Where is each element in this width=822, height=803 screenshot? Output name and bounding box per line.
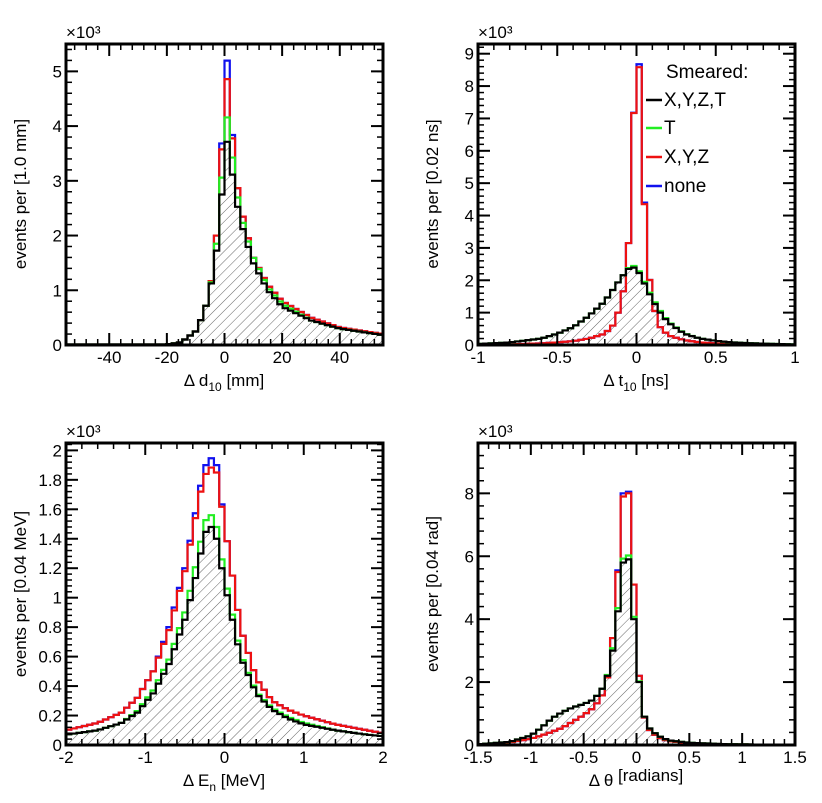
y-tick-label: 6 [465, 142, 474, 161]
y-tick-label: 3 [465, 239, 474, 258]
y-tick-label: 2 [53, 441, 62, 460]
legend-entry-none: none [646, 176, 706, 197]
x-tick-label: -1 [470, 348, 485, 367]
panel-t10: ×10³ events per [0.02 ns] Δ t10 [ns] 0 1 2… [423, 23, 800, 394]
legend-entry-xyzt: X,Y,Z,T [646, 90, 726, 111]
y-tick-label: 1 [465, 304, 474, 323]
legend-title: Smeared: [666, 62, 748, 83]
plot-area [478, 63, 795, 346]
x-axis-label: Δ t10 [ns] [603, 371, 668, 394]
plot-area [66, 457, 383, 745]
y-tick-label: 2 [465, 673, 474, 692]
x-tick-label: -0.5 [543, 348, 572, 367]
x-tick-label: -40 [97, 348, 122, 367]
x-tick-label: -2 [58, 748, 73, 767]
hatch-fill [478, 267, 795, 345]
y-tick-label: 5 [53, 62, 62, 81]
x-tick-label: 0 [632, 748, 641, 767]
y-tick-label: 8 [465, 484, 474, 503]
y-tick-label: 0 [53, 336, 62, 355]
y-tick-label: 1.4 [38, 530, 62, 549]
y-tick-label: 5 [465, 174, 474, 193]
y-multiplier: ×10³ [478, 422, 513, 441]
legend-label: none [664, 176, 706, 197]
x-tick-label: 1 [737, 748, 746, 767]
y-tick-label: 0 [465, 736, 474, 755]
y-tick-label: 1.6 [38, 500, 62, 519]
x-axis-label: Δ d10 [mm] [184, 371, 264, 394]
hatch-fill [66, 141, 383, 345]
y-tick-label: 1.2 [38, 559, 62, 578]
y-tick-label: 1 [53, 281, 62, 300]
y-multiplier: ×10³ [66, 23, 101, 42]
x-tick-label: -1 [523, 748, 538, 767]
y-tick-label: 8 [465, 77, 474, 96]
y-tick-label: 7 [465, 109, 474, 128]
y-tick-label: 1 [53, 589, 62, 608]
x-axis-label: Δ En [MeV] [183, 771, 265, 794]
y-tick-label: 2 [465, 271, 474, 290]
x-tick-label: 2 [378, 748, 387, 767]
x-axis-label: Δ θ [radians] [589, 766, 684, 790]
x-tick-label: 0.5 [678, 748, 702, 767]
x-tick-label: 0.5 [704, 348, 728, 367]
y-tick-label: 4 [53, 117, 62, 136]
y-tick-label: 3 [53, 172, 62, 191]
y-tick-label: 0 [53, 736, 62, 755]
panel-En: ×10³ events per [0.04 MeV] Δ En [MeV] 0 0… [11, 422, 388, 794]
y-axis-label: events per [0.04 rad] [423, 516, 442, 672]
x-tick-label: 0 [632, 348, 641, 367]
x-tick-label: 40 [330, 348, 349, 367]
legend-label: T [664, 118, 676, 139]
series-xyz-line [66, 466, 383, 734]
y-tick-label: 0.6 [38, 648, 62, 667]
legend-label: X,Y,Z [664, 147, 709, 168]
series-xyzt-line [478, 266, 795, 346]
y-tick-label: 2 [53, 227, 62, 246]
series-xyzt-line [66, 525, 383, 738]
x-tick-label: -1.5 [463, 748, 492, 767]
x-tick-label: 0 [220, 748, 229, 767]
y-axis-label: events per [0.04 MeV] [11, 511, 30, 677]
panel-theta: ×10³ events per [0.04 rad] Δ θ [radians]… [423, 422, 807, 790]
y-tick-label: 6 [465, 547, 474, 566]
x-tick-label: -0.5 [569, 748, 598, 767]
x-tick-label: 20 [273, 348, 292, 367]
legend-entry-xyz: X,Y,Z [646, 147, 709, 168]
y-multiplier: ×10³ [478, 23, 513, 42]
x-tick-label: -1 [138, 748, 153, 767]
y-tick-label: 4 [465, 610, 474, 629]
x-tick-label: 1.5 [783, 748, 807, 767]
plot-area [478, 490, 795, 747]
y-tick-label: 1.8 [38, 471, 62, 490]
y-axis-label: events per [1.0 mm] [11, 119, 30, 269]
y-multiplier: ×10³ [66, 422, 101, 441]
x-tick-label: 1 [299, 748, 308, 767]
x-tick-label: 1 [790, 348, 799, 367]
panel-d10: ×10³ events per [1.0 mm] Δ d10 [mm] 0 1 2 3… [11, 23, 385, 394]
hatch-fill [66, 526, 383, 745]
y-tick-label: 0.4 [38, 677, 62, 696]
legend-label: X,Y,Z,T [664, 90, 726, 111]
legend: Smeared: X,Y,Z,T T X,Y,Z none [646, 62, 748, 197]
y-tick-label: 0.2 [38, 707, 62, 726]
plot-area [66, 59, 383, 346]
y-tick-label: 0.8 [38, 618, 62, 637]
y-axis-label: events per [0.02 ns] [423, 119, 442, 268]
y-tick-label: 9 [465, 45, 474, 64]
x-tick-label: 0 [220, 348, 229, 367]
legend-entry-t: T [646, 118, 676, 139]
y-tick-label: 0 [465, 336, 474, 355]
y-tick-label: 4 [465, 207, 474, 226]
x-tick-label: -20 [155, 348, 180, 367]
